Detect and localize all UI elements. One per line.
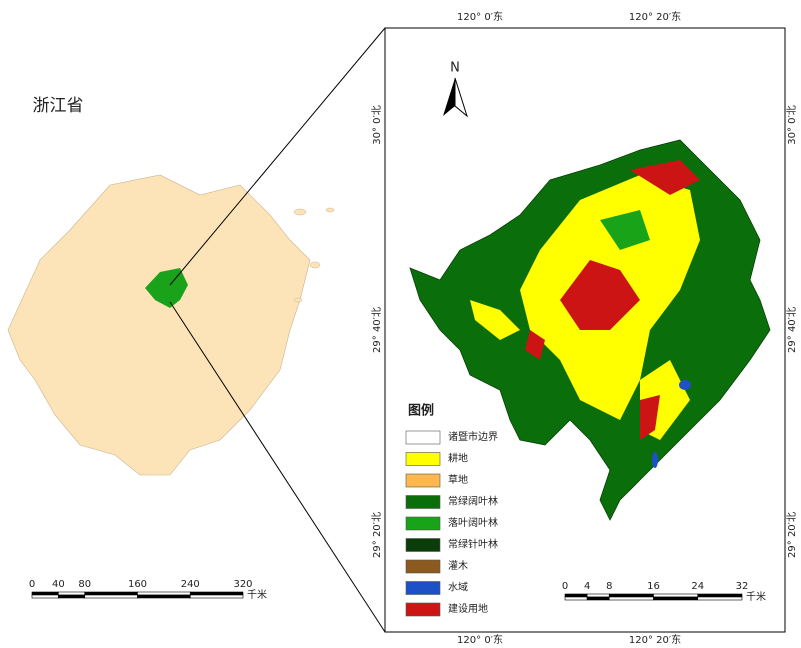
legend-swatch (405, 602, 441, 617)
scale-segment (189, 594, 244, 599)
scale-label: 0 (29, 579, 35, 590)
legend: 图例 (408, 403, 434, 419)
legend-swatch (405, 538, 441, 552)
scale-segment (697, 596, 743, 601)
scale-label: 320 (233, 579, 252, 590)
scale-label: 80 (78, 579, 91, 590)
scale-segment (564, 593, 588, 598)
zoom-line (169, 301, 386, 633)
scale-label: 4 (584, 581, 590, 592)
scale-segment (653, 593, 699, 598)
scale-segment (608, 596, 654, 601)
scale-segment (58, 594, 86, 599)
legend-label: 常绿针叶林 (448, 538, 498, 551)
legend-label: 常绿阔叶林 (448, 495, 498, 508)
legend-label: 耕地 (448, 452, 468, 465)
scale-label: 8 (606, 581, 612, 592)
scale-label: 240 (181, 579, 200, 590)
legend-title: 图例 (408, 403, 434, 419)
lat-label: 30° 0′北 (371, 105, 383, 145)
scale-segment (137, 591, 191, 596)
scale-segment (84, 594, 138, 599)
scale-unit: 千米 (247, 588, 267, 601)
legend-label: 诸暨市边界 (448, 430, 498, 443)
scale-segment (586, 593, 610, 598)
scale-segment (31, 594, 59, 599)
scale-label: 16 (647, 581, 660, 592)
scale-segment (84, 591, 138, 596)
legend-swatch (405, 581, 441, 595)
lat-label: 29° 20′北 (371, 512, 383, 558)
legend-label: 落叶阔叶林 (448, 516, 498, 529)
lon-label: 120° 0′东 (457, 10, 503, 23)
scale-segment (58, 591, 86, 596)
legend-swatch (405, 495, 441, 509)
lat-label: 29° 20′北 (786, 512, 798, 558)
province-label: 浙江省 (33, 96, 84, 116)
islands (293, 207, 335, 303)
scale-label: 24 (691, 581, 704, 592)
zoom-line (169, 27, 386, 286)
scale-unit: 千米 (746, 590, 766, 603)
scale-label: 160 (128, 579, 147, 590)
legend-label: 水域 (448, 581, 468, 594)
zhuji-highlight (145, 268, 188, 308)
north-label: N (450, 61, 460, 76)
legend-swatch (405, 559, 441, 574)
scale-segment (608, 593, 654, 598)
scale-segment (564, 596, 588, 601)
legend-swatch (405, 516, 441, 531)
land-cover (470, 160, 700, 468)
legend-label: 灌木 (448, 560, 468, 572)
legend-label: 建设用地 (448, 602, 488, 615)
north-arrow: N (443, 61, 468, 118)
lon-label: 120° 20′东 (629, 633, 681, 646)
scale-segment (653, 596, 699, 601)
scale-segment (189, 591, 244, 596)
scale-label: 40 (52, 579, 65, 590)
lon-label: 120° 0′东 (457, 633, 503, 646)
lat-label: 29° 40′北 (786, 307, 798, 353)
scale-label: 32 (736, 581, 749, 592)
lat-label: 30° 0′北 (786, 105, 798, 145)
lat-label: 29° 40′北 (371, 307, 383, 353)
scale-segment (697, 593, 743, 598)
zhejiang-province (7, 174, 311, 476)
lon-label: 120° 20′东 (629, 10, 681, 23)
legend-swatch (405, 430, 441, 445)
legend-swatch (405, 452, 441, 466)
scale-segment (137, 594, 191, 599)
legend-swatch (405, 473, 441, 488)
scale-label: 0 (562, 581, 568, 592)
scale-segment (586, 596, 610, 601)
scale-segment (31, 591, 59, 596)
legend-label: 草地 (448, 473, 468, 486)
